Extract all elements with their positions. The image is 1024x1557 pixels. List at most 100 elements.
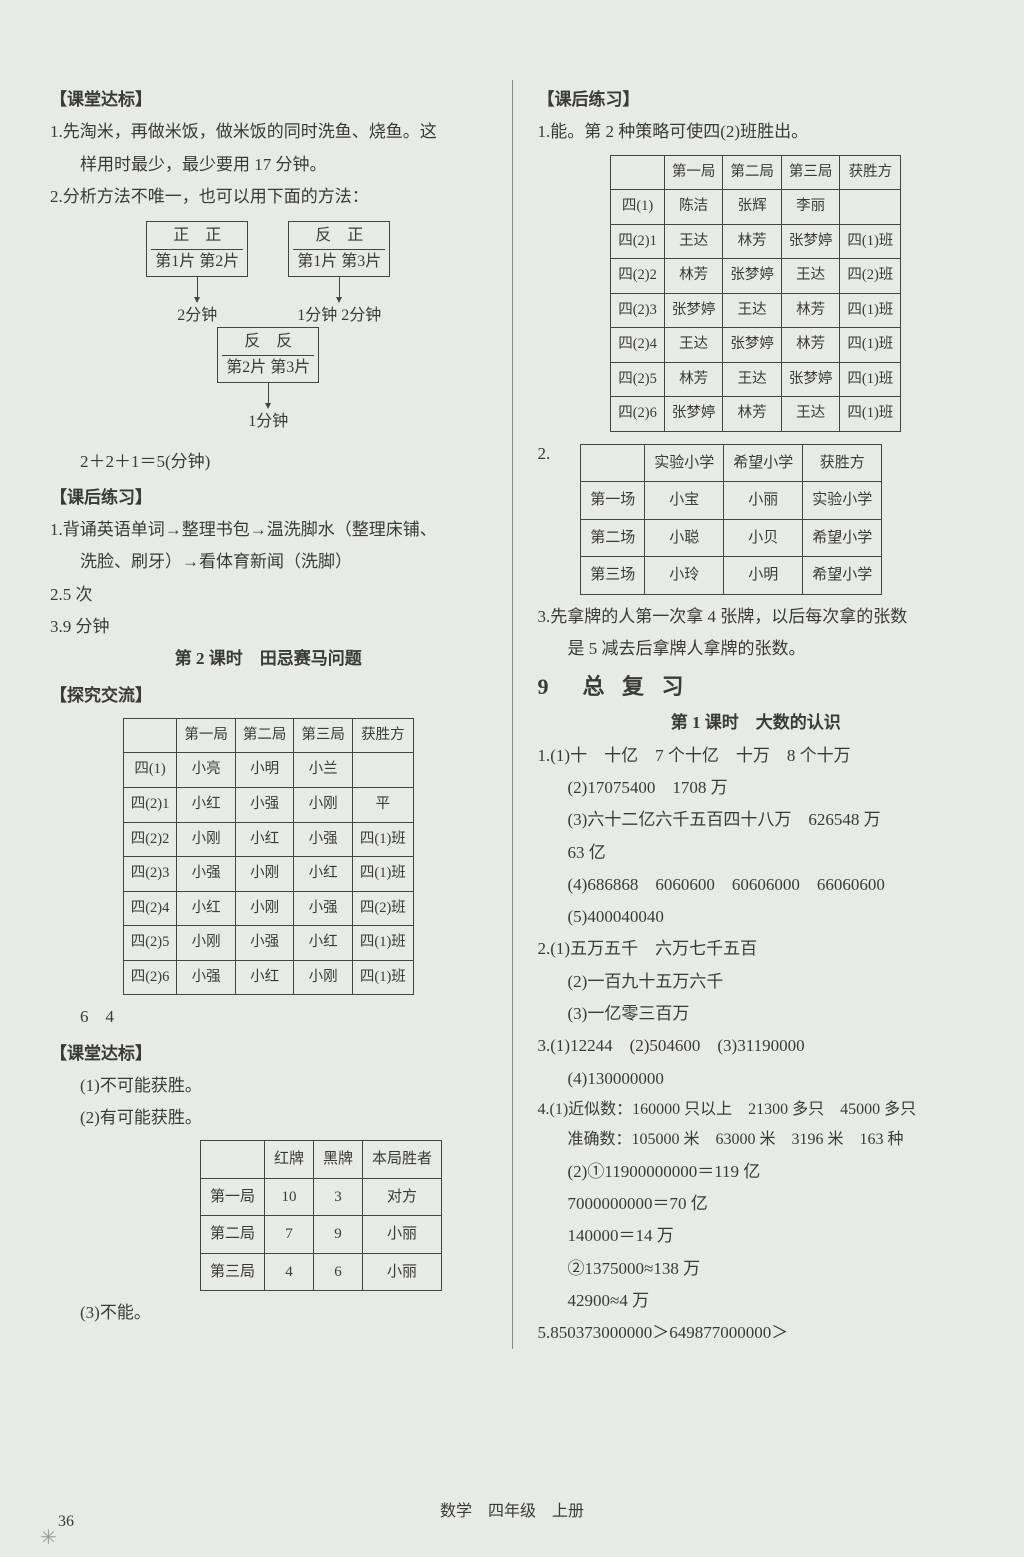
table-row: 第二局79小丽 (201, 1216, 442, 1254)
left-column: 【课堂达标】 1.先淘米，再做米饭，做米饭的同时洗鱼、烧鱼。这 样用时最少，最少… (50, 80, 487, 1349)
table-header: 希望小学 (724, 444, 803, 482)
table-header: 第一局 (664, 155, 723, 190)
table-header: 获胜方 (840, 155, 901, 190)
table-cell: 四(2)班 (840, 259, 901, 294)
strategy-table-1: 第一局第二局第三局获胜方四(1)小亮小明小兰四(2)1小红小强小刚平四(2)2小… (123, 718, 414, 995)
text: 3.(1)12244 (2)504600 (3)31190000 (538, 1030, 975, 1062)
text: 140000＝14 万 (538, 1220, 975, 1252)
table-cell: 四(2)4 (123, 891, 177, 926)
table-cell: 四(2)6 (611, 397, 665, 432)
table-cell: 四(2)班 (352, 891, 413, 926)
table-cell: 四(2)3 (611, 293, 665, 328)
table-cell: 小强 (177, 857, 236, 892)
chapter-title: 9 总 复 习 (538, 666, 975, 708)
table-header (581, 444, 645, 482)
table-cell: 小红 (177, 891, 236, 926)
tree-diagram: 正 正第1片 第2片 2分钟 反 正第1片 第3片 1分钟 2分钟 反 反第2片… (50, 221, 487, 437)
table-header: 获胜方 (803, 444, 882, 482)
table-cell: 四(2)5 (123, 926, 177, 961)
table-cell: 四(2)6 (123, 960, 177, 995)
table-cell: 小刚 (235, 891, 294, 926)
table-cell: 张梦婷 (664, 397, 723, 432)
table-row: 四(2)5小刚小强小红四(1)班 (123, 926, 413, 961)
text: (4)686868 6060600 60606000 66060600 (538, 869, 975, 901)
box-label: 第2片 第3片 (222, 356, 314, 380)
table-cell: 9 (314, 1216, 363, 1254)
text: 4.(1)近似数：160000 只以上 21300 多只 45000 多只 (538, 1095, 975, 1125)
table-cell: 林芳 (723, 397, 782, 432)
table-cell: 小红 (294, 926, 353, 961)
table-cell: 小明 (724, 557, 803, 595)
table-cell: 小强 (294, 891, 353, 926)
table-cell: 10 (265, 1178, 314, 1216)
table-cell: 对方 (363, 1178, 442, 1216)
table-cell: 小刚 (177, 926, 236, 961)
equation: 2＋2＋1＝5(分钟) (50, 446, 487, 478)
table-cell: 3 (314, 1178, 363, 1216)
text: 2. (538, 438, 551, 470)
text: 样用时最少，最少要用 17 分钟。 (50, 149, 487, 181)
table-row: 四(2)5林芳王达张梦婷四(1)班 (611, 362, 901, 397)
page-footer: 数学 四年级 上册 (0, 1497, 1024, 1527)
text: (2)有可能获胜。 (50, 1102, 487, 1134)
box-label: 第1片 第2片 (151, 250, 243, 274)
table-cell: 四(2)5 (611, 362, 665, 397)
table-cell: 林芳 (664, 362, 723, 397)
table-cell: 小宝 (645, 482, 724, 520)
box-label: 反 反 (222, 330, 314, 355)
heading: 【课堂达标】 (50, 1038, 487, 1070)
table-cell (840, 190, 901, 225)
text: 准确数：105000 米 63000 米 3196 米 163 种 (538, 1125, 975, 1155)
table-row: 四(2)1小红小强小刚平 (123, 788, 413, 823)
box-label: 反 正 (293, 224, 385, 249)
table-cell: 小丽 (363, 1216, 442, 1254)
table-cell: 李丽 (781, 190, 840, 225)
table-cell: 四(2)1 (611, 224, 665, 259)
table-cell: 四(1)班 (352, 857, 413, 892)
table-cell: 张梦婷 (723, 328, 782, 363)
table-cell: 小红 (177, 788, 236, 823)
table-cell: 小丽 (363, 1253, 442, 1291)
text: 63 亿 (538, 837, 975, 869)
table-cell: 第三场 (581, 557, 645, 595)
table-cell: 王达 (723, 293, 782, 328)
table-cell (352, 753, 413, 788)
table-cell: 小强 (177, 960, 236, 995)
table-cell: 张梦婷 (781, 224, 840, 259)
text: 洗脸、刷牙）→看体育新闻（洗脚） (50, 546, 487, 578)
table-cell: 第二局 (201, 1216, 265, 1254)
table-cell: 四(1)班 (352, 960, 413, 995)
content-columns: 【课堂达标】 1.先淘米，再做米饭，做米饭的同时洗鱼、烧鱼。这 样用时最少，最少… (50, 80, 974, 1349)
table-row: 四(1)陈洁张辉李丽 (611, 190, 901, 225)
table-cell: 小刚 (235, 857, 294, 892)
arrow-down-icon (197, 277, 198, 301)
table-row: 四(2)2小刚小红小强四(1)班 (123, 822, 413, 857)
text: (3)不能。 (50, 1297, 487, 1329)
table-cell: 四(2)2 (123, 822, 177, 857)
table-cell: 四(2)2 (611, 259, 665, 294)
table-header (123, 718, 177, 753)
text: 42900≈4 万 (538, 1285, 975, 1317)
table-header: 实验小学 (645, 444, 724, 482)
column-divider (512, 80, 513, 1349)
table-cell: 王达 (723, 362, 782, 397)
table-cell: 小强 (294, 822, 353, 857)
table-header: 黑牌 (314, 1141, 363, 1179)
table-header: 获胜方 (352, 718, 413, 753)
table-cell: 小刚 (294, 788, 353, 823)
text: (5)400040040 (538, 901, 975, 933)
table-cell: 小强 (235, 788, 294, 823)
box-label: 正 正 (151, 224, 243, 249)
time-label: 2分钟 (177, 301, 217, 331)
table-cell: 小刚 (177, 822, 236, 857)
table-header: 红牌 (265, 1141, 314, 1179)
text: 1.先淘米，再做米饭，做米饭的同时洗鱼、烧鱼。这 (50, 116, 487, 148)
text: 2.(1)五万五千 六万七千五百 (538, 933, 975, 965)
text: 1.(1)十 十亿 7 个十亿 十万 8 个十万 (538, 740, 975, 772)
table-cell: 四(1)班 (840, 293, 901, 328)
table-cell: 四(1)班 (352, 822, 413, 857)
table-row: 四(2)4小红小刚小强四(2)班 (123, 891, 413, 926)
table-cell: 小红 (235, 960, 294, 995)
table-cell: 王达 (664, 224, 723, 259)
table-cell: 王达 (664, 328, 723, 363)
